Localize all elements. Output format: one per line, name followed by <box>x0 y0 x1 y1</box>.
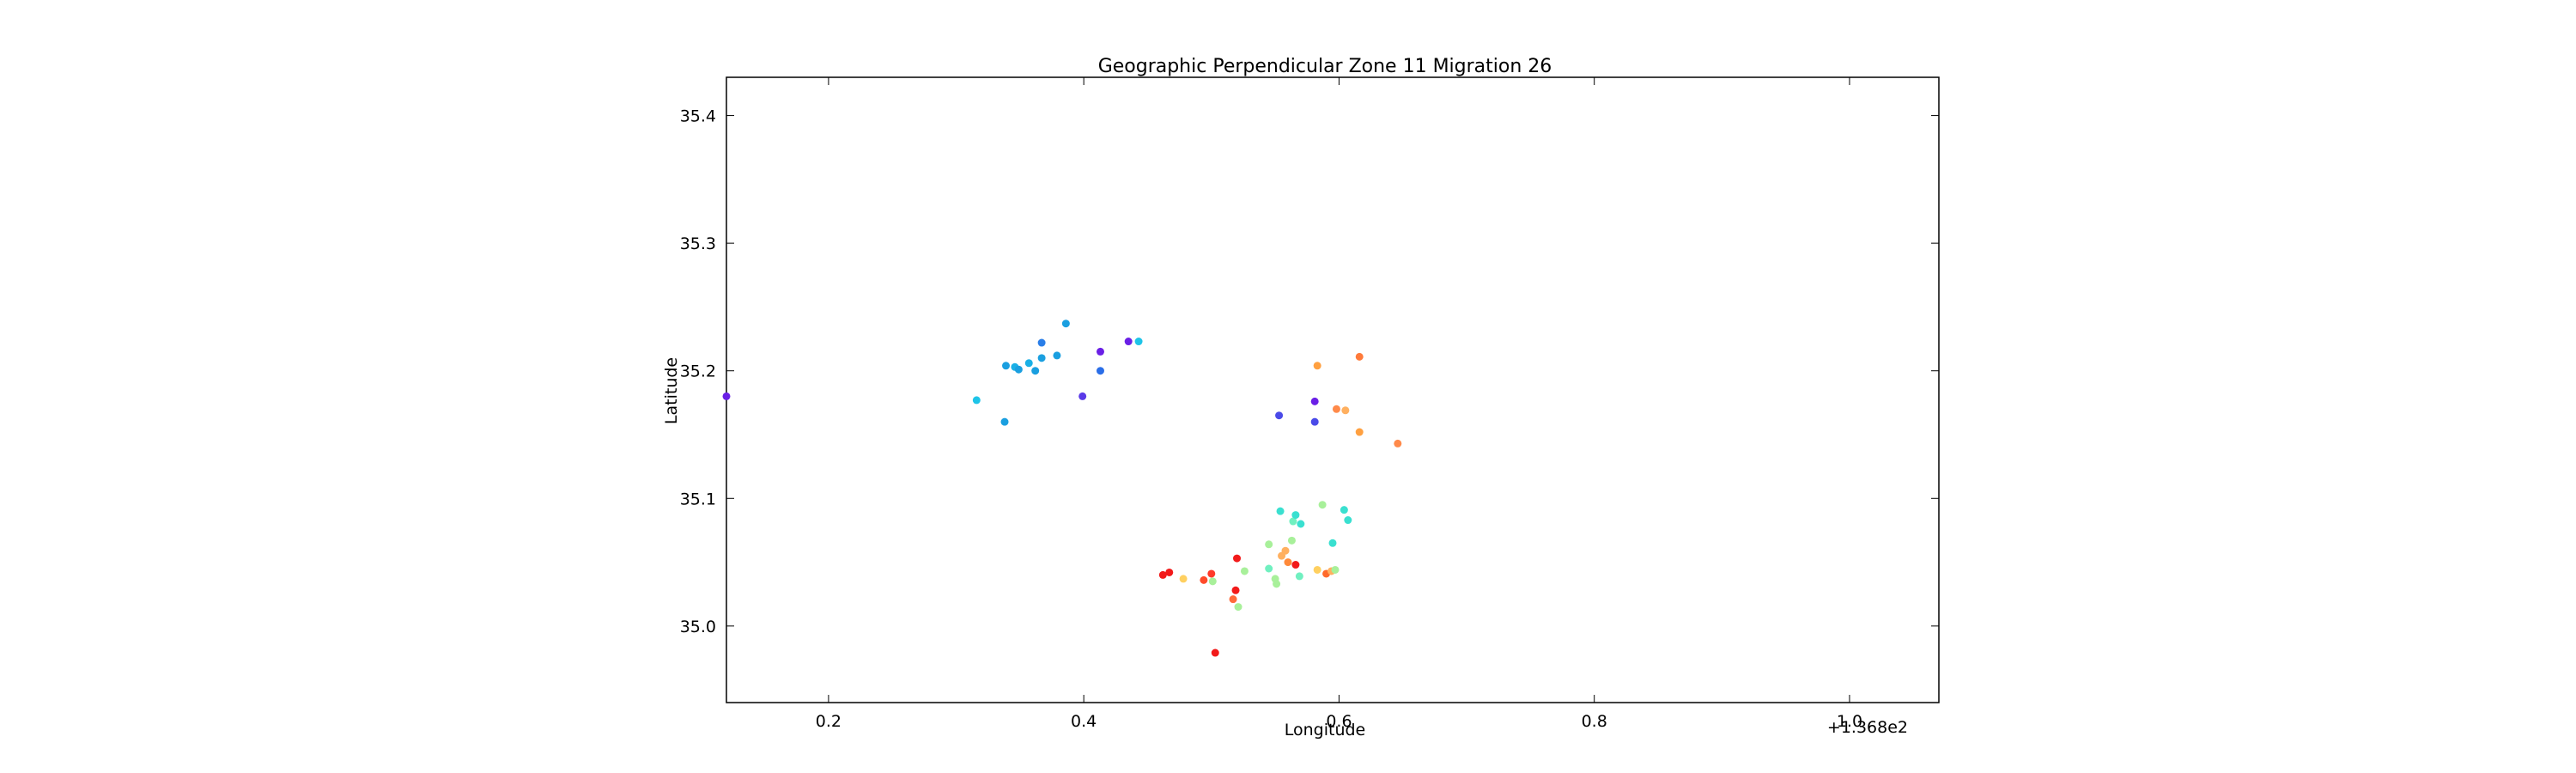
data-point <box>1273 580 1281 588</box>
data-point <box>1265 564 1273 573</box>
data-point <box>1331 565 1340 574</box>
data-point <box>1284 558 1292 567</box>
data-point <box>1310 417 1319 426</box>
data-point <box>1313 362 1321 370</box>
data-point <box>1179 575 1188 583</box>
data-point <box>1287 536 1296 545</box>
data-point <box>1310 397 1319 405</box>
data-point <box>1165 568 1174 576</box>
data-point <box>1394 439 1402 447</box>
data-point <box>1200 575 1208 584</box>
y-axis: 35.0 35.1 35.2 35.3 35.4 <box>680 107 1939 636</box>
x-axis-label: Longitude <box>1285 721 1366 740</box>
data-point <box>1328 539 1337 547</box>
x-tick-label: 1.0 <box>1837 712 1862 731</box>
data-point <box>1275 411 1284 420</box>
data-point <box>1291 511 1300 520</box>
x-tick-label: 0.2 <box>816 712 841 731</box>
plot-area <box>726 76 1940 703</box>
data-point <box>1229 595 1237 604</box>
data-point <box>722 392 731 400</box>
y-tick-label: 35.4 <box>680 107 716 126</box>
data-point <box>1355 352 1364 361</box>
data-point <box>1340 506 1348 514</box>
data-point <box>1002 362 1011 370</box>
x-tick-label: 0.4 <box>1071 712 1097 731</box>
data-point <box>1318 501 1327 509</box>
data-point <box>1297 520 1305 528</box>
x-tick-label: 0.8 <box>1582 712 1607 731</box>
data-point <box>1061 320 1070 328</box>
data-point <box>1000 417 1009 426</box>
chart-title: Geographic Perpendicular Zone 11 Migrati… <box>1098 56 1552 77</box>
data-point <box>1211 648 1219 657</box>
data-point <box>972 396 981 405</box>
data-point <box>1231 586 1240 594</box>
y-axis-label: Latitude <box>662 357 681 424</box>
plot-border <box>726 76 1940 703</box>
data-point <box>1078 392 1087 400</box>
data-point <box>1289 517 1297 526</box>
data-points <box>722 320 1402 657</box>
data-point <box>1207 569 1216 578</box>
data-point <box>1291 561 1300 569</box>
y-tick-label: 35.2 <box>680 362 716 381</box>
x-axis-offset-label: +1.368e2 <box>1827 718 1908 737</box>
y-tick-label: 35.1 <box>680 490 716 508</box>
data-point <box>1344 516 1352 525</box>
data-point <box>1134 338 1143 346</box>
data-point <box>1234 603 1242 612</box>
data-point <box>1124 338 1133 346</box>
y-tick-label: 35.0 <box>680 618 716 636</box>
data-point <box>1295 572 1303 581</box>
data-point <box>1355 428 1364 436</box>
data-point <box>1014 365 1023 374</box>
data-point <box>1096 367 1104 375</box>
data-point <box>1281 546 1290 555</box>
x-axis: 0.2 0.4 0.6 0.8 1.0 <box>816 77 1862 731</box>
data-point <box>1265 540 1273 549</box>
data-point <box>1313 565 1321 574</box>
y-tick-label: 35.3 <box>680 234 716 253</box>
data-point <box>1037 338 1046 347</box>
data-point <box>1053 351 1061 360</box>
data-point <box>1096 347 1104 356</box>
x-tick-label: 0.6 <box>1326 712 1352 731</box>
data-point <box>1024 359 1033 368</box>
data-point <box>1276 507 1285 515</box>
data-point <box>1037 354 1046 362</box>
data-point <box>1341 406 1350 415</box>
data-point <box>1233 554 1242 563</box>
data-point <box>1332 405 1340 413</box>
data-point <box>1158 570 1167 579</box>
data-point <box>1031 367 1040 375</box>
data-point <box>1208 577 1217 586</box>
data-point <box>1240 567 1249 575</box>
